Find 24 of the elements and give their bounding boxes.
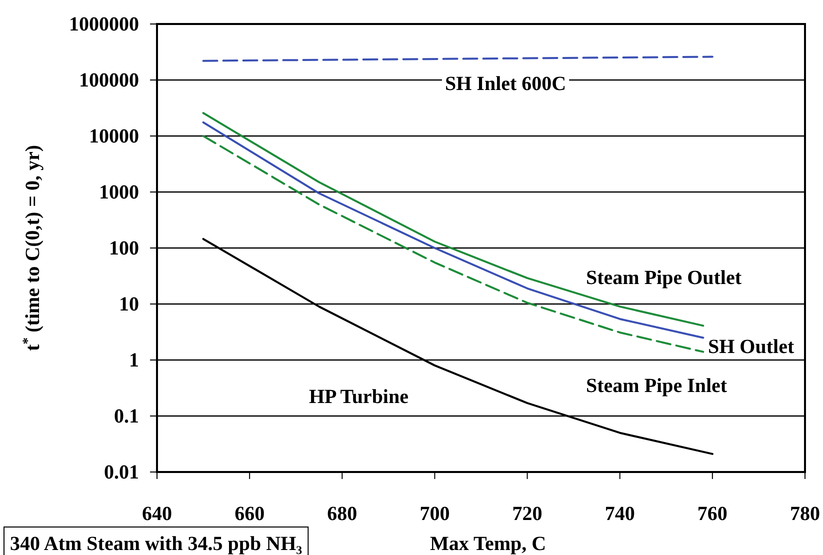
x-tick-label: 640	[142, 503, 172, 525]
x-axis-title: Max Temp, C	[430, 533, 546, 555]
x-tick-label: 780	[790, 503, 820, 525]
series-label: Steam Pipe Inlet	[586, 375, 728, 397]
y-tick-label: 100	[109, 237, 139, 260]
y-tick-label: 1000000	[69, 13, 139, 36]
y-tick-label: 100000	[79, 69, 139, 92]
y-tick-label: 1000	[99, 181, 139, 204]
series-label: Steam Pipe Outlet	[586, 267, 742, 289]
y-tick-label: 0.1	[114, 405, 139, 428]
y-tick-label: 1	[129, 349, 139, 372]
y-tick-label: 0.01	[104, 461, 139, 484]
text: 340 Atm Steam with 34.5 ppb NH₃	[10, 533, 302, 555]
y-tick-label: 10000	[89, 125, 139, 148]
series-label: SH Inlet 600C	[445, 73, 566, 95]
x-tick-label: 680	[327, 503, 358, 525]
series-label: HP Turbine	[309, 386, 409, 408]
x-tick-label: 660	[234, 503, 265, 525]
x-tick-label: 720	[512, 503, 542, 525]
x-tick-label: 700	[420, 503, 450, 525]
y-tick-label: 10	[119, 293, 139, 316]
x-tick-label: 740	[604, 503, 635, 525]
series-label: SH Outlet	[708, 336, 794, 358]
x-tick-label: 760	[697, 503, 728, 525]
